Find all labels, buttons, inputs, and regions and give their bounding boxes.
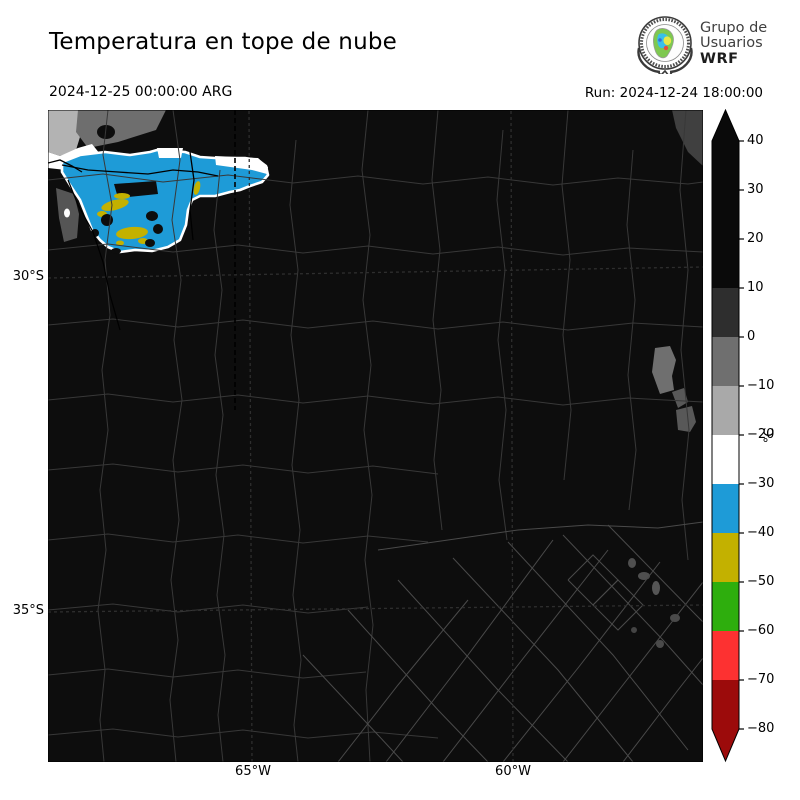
- colorbar-segment-7: [712, 484, 739, 533]
- colorbar-segment-8: [712, 533, 739, 582]
- colorbar-arrow-bottom: [712, 729, 739, 761]
- model-run-label: Run: 2024-12-24 18:00:00: [584, 85, 763, 101]
- wrf-logo: Grupo de Usuarios WRF: [636, 14, 767, 74]
- colorbar-tick-label-12: −80: [747, 721, 775, 736]
- lon-tick-label-0: 65°W: [235, 764, 271, 779]
- gridline-30S: [48, 266, 703, 279]
- colorbar-arrow-top: [712, 110, 739, 141]
- colorbar-tick-label-10: −60: [747, 623, 775, 638]
- lat-tick-label-0: 30°S: [12, 269, 44, 284]
- valid-time-label: 2024-12-25 00:00:00 ARG: [49, 84, 233, 100]
- colorbar-segment-5: [712, 386, 739, 435]
- colorbar-unit-label: °C: [762, 427, 778, 444]
- colorbar-segment-3: [712, 288, 739, 337]
- colorbar-tick-label-3: 10: [747, 280, 764, 295]
- colorbar-segment-4: [712, 337, 739, 386]
- province-borders: [48, 110, 236, 410]
- gridline-65W: [248, 110, 253, 762]
- colorbar-segment-11: [712, 680, 739, 729]
- colorbar-tick-label-5: −10: [747, 378, 775, 393]
- colorbar-segment-9: [712, 582, 739, 631]
- map-plot-area: [48, 110, 703, 762]
- gridline-35S: [48, 604, 703, 613]
- lon-tick-label-1: 60°W: [495, 764, 531, 779]
- dense-parcel-boundaries: [302, 521, 703, 762]
- plot-title: Temperatura en tope de nube: [49, 29, 398, 55]
- logo-line-2: Usuarios: [700, 35, 763, 52]
- colorbar: [711, 109, 744, 763]
- colorbar-segment-2: [712, 239, 739, 288]
- logo-line-3: WRF: [700, 50, 739, 67]
- colorbar-tick-label-9: −50: [747, 574, 775, 589]
- wrf-logo-text: Grupo de Usuarios WRF: [700, 19, 768, 68]
- lat-tick-label-1: 35°S: [12, 603, 44, 618]
- colorbar-tick-label-6: −20: [747, 427, 775, 442]
- colorbar-segment-0: [712, 141, 739, 190]
- department-boundaries: [48, 110, 703, 762]
- wrf-logo-icon: [637, 16, 693, 74]
- colorbar-tick-label-8: −40: [747, 525, 775, 540]
- map-canvas: [48, 110, 703, 762]
- logo-line-1: Grupo de: [700, 19, 768, 36]
- colorbar-tick-label-1: 30: [747, 182, 764, 197]
- colorbar-segment-10: [712, 631, 739, 680]
- colorbar-tick-label-2: 20: [747, 231, 764, 246]
- gray-cloud-patches: [48, 110, 703, 648]
- graticule-gridlines: [48, 110, 703, 762]
- colorbar-segment-1: [712, 190, 739, 239]
- colorbar-tick-label-4: 0: [747, 329, 756, 344]
- colorbar-tick-label-0: 40: [747, 133, 764, 148]
- colorbar-tick-label-11: −70: [747, 672, 775, 687]
- colorbar-segment-6: [712, 435, 739, 484]
- gridline-60W: [510, 110, 514, 762]
- colorbar-tick-label-7: −30: [747, 476, 775, 491]
